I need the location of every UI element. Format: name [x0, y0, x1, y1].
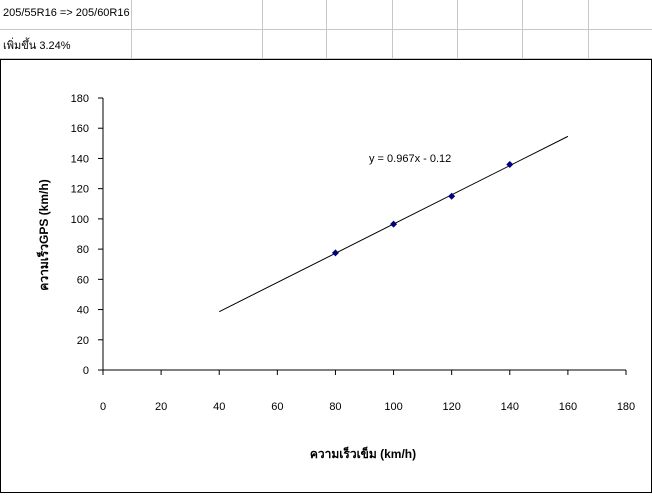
cell-a1[interactable]: 205/55R16 => 205/60R16 [3, 7, 130, 19]
column-divider [522, 0, 523, 58]
y-tick-label: 180 [71, 93, 89, 105]
y-tick-label: 140 [71, 153, 89, 165]
scatter-chart: 0 20 40 60 80 100 120 140 160 180 0 20 40 60 80 100 120… [36, 93, 635, 461]
trendline-equation: y = 0.967x - 0.12 [369, 153, 451, 165]
data-point [390, 220, 398, 228]
y-tick-label: 0 [83, 365, 89, 377]
x-tick-label: 60 [271, 401, 283, 413]
sheet-row-2: เพิ่มขึ้น 3.24% [0, 29, 652, 59]
x-tick-label: 140 [501, 401, 519, 413]
x-tick-label: 180 [617, 401, 635, 413]
data-point [331, 249, 339, 257]
y-tick-label: 80 [77, 244, 89, 256]
column-divider [326, 0, 327, 58]
y-tick-label: 40 [77, 305, 89, 317]
cell-a2[interactable]: เพิ่มขึ้น 3.24% [3, 40, 71, 52]
column-divider [392, 0, 393, 58]
column-divider [131, 0, 132, 58]
y-axis-title: ความเร็วGPS (km/h) [36, 179, 51, 290]
x-tick-label: 120 [442, 401, 460, 413]
y-tick-label: 60 [77, 274, 89, 286]
y-tick-label: 100 [71, 214, 89, 226]
x-tick-label: 160 [559, 401, 577, 413]
x-tick-label: 40 [213, 401, 225, 413]
x-tick-label: 80 [329, 401, 341, 413]
data-point [506, 160, 514, 168]
y-axis-ticks: 0 20 40 60 80 100 120 140 160 180 [71, 93, 103, 377]
x-tick-label: 100 [384, 401, 402, 413]
data-point [448, 192, 456, 200]
x-axis-title: ความเร็วเข็ม (km/h) [310, 446, 416, 461]
spreadsheet-grid: 205/55R16 => 205/60R16 เพิ่มขึ้น 3.24% [0, 0, 652, 60]
y-tick-label: 120 [71, 184, 89, 196]
x-tick-label: 20 [155, 401, 167, 413]
column-divider [588, 0, 589, 58]
x-tick-label: 0 [100, 401, 106, 413]
data-points [331, 160, 514, 257]
x-axis-ticks: 0 20 40 60 80 100 120 140 160 180 [100, 370, 635, 413]
y-tick-label: 20 [77, 335, 89, 347]
y-tick-label: 160 [71, 123, 89, 135]
column-divider [262, 0, 263, 58]
chart-area[interactable]: 0 20 40 60 80 100 120 140 160 180 0 20 40 60 80 100 120… [0, 59, 652, 493]
column-divider [457, 0, 458, 58]
